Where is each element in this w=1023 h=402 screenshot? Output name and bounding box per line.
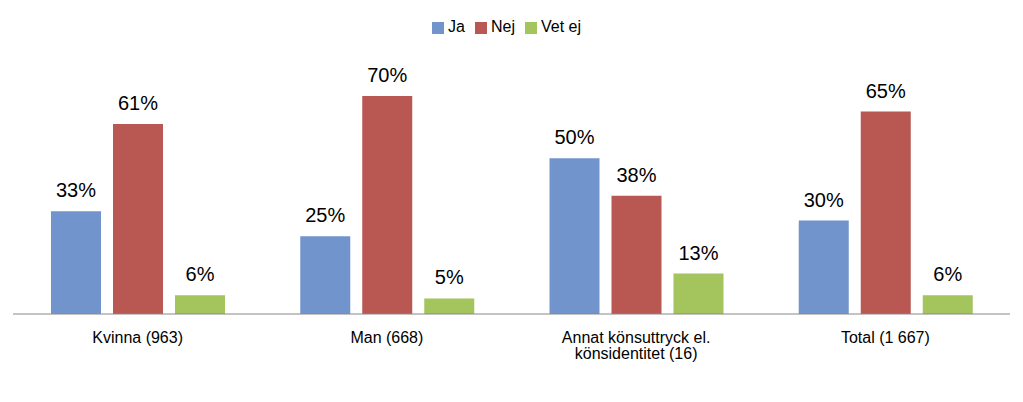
svg-text:70%: 70% <box>367 64 407 86</box>
svg-text:50%: 50% <box>554 126 594 148</box>
svg-text:65%: 65% <box>866 80 906 102</box>
svg-text:38%: 38% <box>616 164 656 186</box>
html-text:Ja: Ja <box>448 18 465 35</box>
svg-text:33%: 33% <box>56 179 96 201</box>
svg-text:Man (668): Man (668) <box>350 329 423 346</box>
svg-text:5%: 5% <box>435 266 464 288</box>
svg-text:13%: 13% <box>678 242 718 264</box>
svg-text:61%: 61% <box>118 92 158 114</box>
svg-text:25%: 25% <box>305 204 345 226</box>
svg-text:Kvinna (963): Kvinna (963) <box>92 329 183 346</box>
svg-text:Total (1 667): Total (1 667) <box>841 329 930 346</box>
html-text:Vet ej: Vet ej <box>540 18 581 35</box>
svg-text:30%: 30% <box>804 189 844 211</box>
svg-text:6%: 6% <box>933 263 962 285</box>
html-text:Nej: Nej <box>490 18 515 35</box>
svg-text:Annat könsuttryck el.könsident: Annat könsuttryck el.könsidentitet (16) <box>562 329 711 362</box>
svg-text:6%: 6% <box>186 263 215 285</box>
